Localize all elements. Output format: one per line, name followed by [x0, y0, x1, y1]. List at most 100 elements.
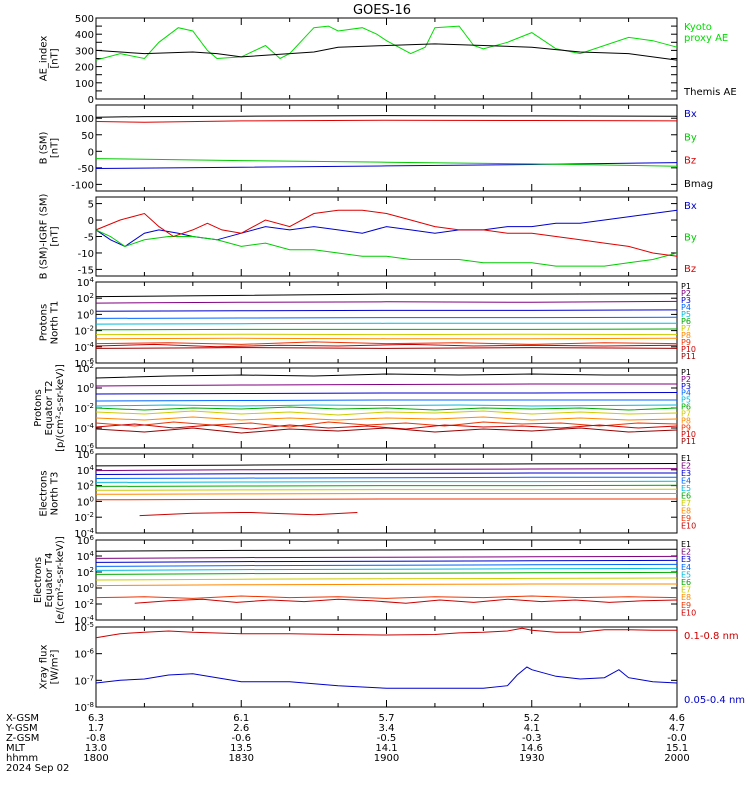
footer-value: 1830	[229, 753, 254, 764]
y-tick-label: 400	[75, 30, 94, 41]
panel-2-ylabel: B (SM)	[39, 131, 50, 164]
series-line-p9	[96, 342, 677, 345]
series-line-bx	[96, 163, 677, 169]
series-line-p7	[96, 411, 677, 415]
y-tick-label: 10-4	[74, 341, 94, 354]
footer-value: 2000	[664, 753, 689, 764]
panel-5-ylabel: [p/(cm²-s-sr-keV)]	[55, 364, 66, 452]
y-tick-label: 100	[77, 382, 94, 395]
panel-7-ylabel: Electrons	[33, 557, 44, 603]
series-line-p11	[96, 428, 677, 433]
panel-3-ylabel: [nT]	[50, 226, 61, 246]
y-tick-label: 50	[81, 131, 94, 142]
series-line-e9	[96, 596, 677, 598]
legend-label-bz: Bz	[684, 264, 696, 275]
series-line-e1	[96, 549, 677, 551]
y-tick-label: 0	[88, 95, 94, 106]
y-tick-label: 100	[77, 582, 94, 595]
series-line-p4	[96, 400, 677, 401]
series-line-e5	[96, 568, 677, 570]
series-line-e9	[96, 499, 677, 500]
legend-label-bx: Bx	[684, 109, 697, 120]
y-tick-label: 0	[88, 216, 94, 227]
y-tick-label: 10-7	[74, 674, 94, 687]
y-tick-label: 10-2	[74, 402, 94, 415]
series-line-e5	[96, 481, 677, 482]
y-tick-label: -5	[84, 233, 94, 244]
series-line-p3	[96, 310, 677, 311]
series-line-themis-ae	[96, 44, 677, 60]
y-tick-label: 5	[88, 200, 94, 211]
series-line-e10	[135, 599, 677, 603]
legend-label-by: By	[684, 233, 697, 244]
series-line-kyoto-proxy-ae	[96, 26, 677, 60]
y-tick-label: 100	[75, 114, 94, 125]
legend-label-kyoto-proxy-ae: proxy AE	[684, 33, 728, 44]
y-tick-label: 500	[75, 14, 94, 25]
series-line-e4	[96, 564, 677, 566]
series-line-p3	[96, 393, 677, 395]
panel-5-ylabel: Protons	[33, 389, 44, 426]
y-tick-label: -100	[71, 180, 94, 191]
legend-label-p11: P11	[681, 437, 696, 446]
y-tick-label: 104	[77, 464, 95, 477]
panel-6-ylabel: Electrons	[39, 470, 50, 516]
series-line-e2	[96, 556, 677, 558]
legend-label-e10: E10	[681, 608, 696, 617]
series-line-e8	[96, 584, 677, 586]
panel-7-ylabel: Equator T4	[44, 553, 55, 608]
panel-1-ylabel: AE_index	[39, 36, 50, 82]
y-tick-label: 300	[75, 46, 94, 57]
y-tick-label: 106	[77, 534, 95, 547]
footer-value: 1930	[519, 753, 544, 764]
series-line-p1	[96, 294, 677, 297]
y-tick-label: 102	[77, 480, 94, 493]
series-line-e7	[96, 489, 677, 490]
y-tick-label: 104	[77, 550, 95, 563]
y-tick-label: -50	[78, 164, 94, 175]
footer-value: 1800	[83, 753, 108, 764]
y-tick-label: 106	[77, 448, 95, 461]
series-line-p8	[96, 417, 677, 420]
series-line-0-05-0-4-nm	[96, 667, 677, 688]
series-line-e2	[96, 469, 677, 471]
series-line-p6	[96, 329, 677, 330]
y-tick-label: 0	[88, 147, 94, 158]
footer-row-label: 2024 Sep 02	[6, 763, 69, 774]
legend-label-0-05-0-4-nm: 0.05-0.4 nm	[684, 695, 745, 706]
y-tick-label: 100	[77, 495, 94, 508]
panel-6-ylabel: North T3	[50, 472, 61, 516]
legend-label-bx: Bx	[684, 201, 697, 212]
series-line-p5	[96, 323, 677, 324]
series-line-by	[96, 159, 677, 167]
y-tick-label: 102	[77, 292, 94, 305]
series-line-e4	[96, 477, 677, 478]
y-tick-label: -15	[78, 265, 94, 276]
panel-1-frame	[96, 18, 677, 99]
panel-1-ylabel: [nT]	[50, 48, 61, 68]
y-tick-label: 10-2	[74, 511, 94, 524]
legend-label-0-1-0-8-nm: 0.1-0.8 nm	[684, 631, 739, 642]
y-tick-label: 10-6	[74, 648, 94, 661]
y-tick-label: 10-2	[74, 325, 94, 338]
y-tick-label: 10-5	[74, 621, 94, 634]
footer-value: 1900	[374, 753, 399, 764]
series-line-p11	[96, 348, 677, 349]
series-line-p2	[96, 384, 677, 386]
series-line-bz	[96, 210, 677, 256]
legend-label-themis-ae: Themis AE	[683, 87, 737, 98]
panel-3-ylabel: B (SM)-IGRF (SM)	[39, 194, 50, 280]
y-tick-label: 102	[77, 566, 94, 579]
series-line-by	[96, 230, 677, 266]
series-line-e3	[96, 560, 677, 562]
series-line-e7	[96, 578, 677, 580]
panel-8-frame	[96, 627, 677, 707]
series-line-p6	[96, 407, 677, 410]
series-line-p5	[96, 405, 677, 406]
panel-8-ylabel: Xray flux	[39, 645, 50, 690]
series-line-p10	[96, 344, 677, 346]
legend-label-kyoto-proxy-ae: Kyoto	[684, 22, 712, 33]
series-line-e10	[140, 513, 358, 516]
